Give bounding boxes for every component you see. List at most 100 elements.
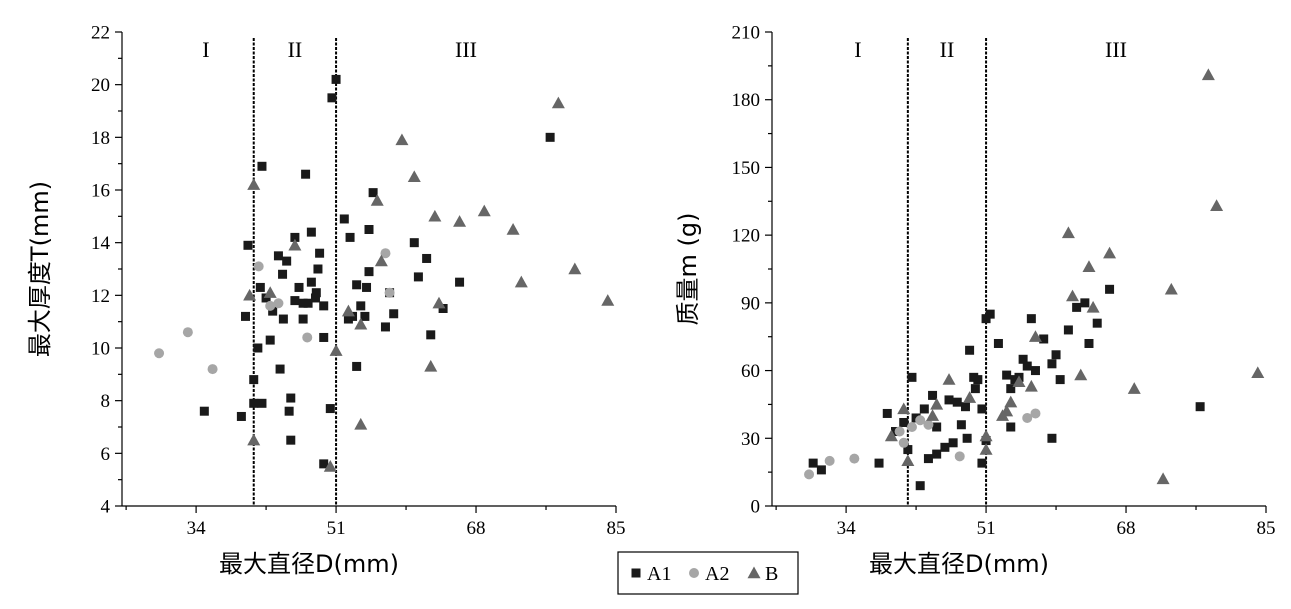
point-b [1164, 282, 1178, 295]
point-b [1028, 330, 1042, 342]
point-b [247, 433, 261, 446]
point-a2 [182, 327, 193, 338]
point-a2 [804, 469, 815, 480]
point-a1 [275, 364, 285, 374]
point-a1 [413, 272, 423, 282]
point-a1 [1051, 350, 1061, 360]
point-a1 [1006, 422, 1016, 432]
point-b [354, 417, 368, 430]
y-tick-label: 30 [741, 429, 760, 450]
point-a1 [278, 314, 288, 324]
series-b [884, 68, 1265, 485]
point-a1 [960, 402, 970, 412]
legend-box [617, 551, 799, 595]
point-a1 [899, 417, 909, 427]
point-a1 [993, 338, 1003, 348]
point-a1 [1072, 302, 1082, 312]
point-a1 [915, 481, 925, 491]
point-a1 [903, 445, 913, 455]
point-b [341, 304, 355, 317]
y-tick-label: 90 [741, 293, 760, 314]
point-a1 [965, 345, 975, 355]
point-a1 [1026, 314, 1036, 324]
point-a1 [1063, 325, 1073, 335]
point-a1 [940, 442, 950, 452]
point-a1 [928, 390, 938, 400]
point-a1 [327, 93, 337, 103]
point-a1 [438, 304, 448, 313]
point-b [901, 454, 915, 467]
point-a1 [319, 301, 329, 311]
x-tick-label: 34 [187, 518, 207, 539]
x-axis-title: 最大直径D(mm) [869, 550, 1049, 578]
legend: A1 A2 B [617, 551, 799, 595]
point-a1 [319, 332, 329, 342]
point-a1 [249, 375, 259, 385]
point-a2 [265, 300, 276, 311]
point-b [1012, 375, 1026, 388]
point-b [1086, 300, 1100, 313]
point-a1 [380, 322, 390, 332]
legend-marker-a2 [689, 568, 699, 578]
point-a1 [301, 169, 311, 179]
point-a1 [265, 335, 275, 345]
x-tick-label: 68 [1117, 518, 1136, 539]
point-a1 [1047, 359, 1057, 369]
point-b [963, 391, 977, 403]
y-tick-label: 22 [91, 23, 110, 44]
point-b [263, 286, 277, 298]
y-tick-label: 10 [91, 339, 110, 360]
point-a2 [273, 298, 284, 309]
point-a1 [362, 282, 372, 292]
y-tick-label: 4 [101, 497, 111, 518]
point-b [1066, 289, 1080, 302]
series-a1 [199, 74, 555, 469]
point-a1 [352, 361, 362, 371]
point-a1 [303, 298, 313, 308]
point-b [884, 429, 898, 442]
y-axis-title: 最大厚度T(mm) [26, 181, 54, 357]
point-a1 [977, 458, 987, 468]
point-a1 [1195, 402, 1205, 412]
point-a1 [1022, 361, 1032, 371]
x-axis-title: 最大直径D(mm) [219, 550, 399, 578]
series-a2 [804, 408, 1041, 480]
point-a1 [257, 161, 267, 171]
point-b [506, 223, 520, 235]
point-a2 [1030, 408, 1041, 419]
series-a2 [154, 248, 395, 375]
x-tick-label: 51 [977, 518, 996, 539]
point-a1 [944, 395, 954, 405]
point-b [329, 344, 343, 356]
point-b [428, 209, 442, 222]
legend-marker-b [747, 566, 761, 579]
point-a1 [1018, 354, 1028, 364]
point-a1 [1092, 318, 1102, 328]
point-b [374, 254, 388, 267]
point-b [1156, 472, 1170, 485]
point-a2 [898, 437, 909, 448]
point-a1 [409, 238, 419, 248]
series-a1 [808, 284, 1205, 491]
point-a1 [331, 74, 341, 84]
point-a1 [241, 311, 250, 321]
point-a1 [311, 288, 321, 298]
point-b [424, 359, 438, 372]
point-a1 [962, 433, 972, 443]
point-a1 [455, 277, 465, 287]
legend-label-b: B [765, 563, 778, 585]
point-a1 [364, 267, 374, 277]
point-a1 [808, 458, 818, 468]
point-a2 [1022, 412, 1033, 423]
point-b [1024, 379, 1038, 392]
x-tick-label: 68 [467, 518, 486, 539]
region-label-ii: II [288, 37, 303, 62]
point-a1 [1047, 433, 1057, 443]
y-tick-label: 16 [91, 181, 110, 202]
point-a1 [977, 404, 987, 414]
point-a1 [919, 404, 929, 414]
point-a2 [253, 261, 264, 272]
point-a1 [268, 306, 278, 316]
point-a1 [282, 256, 292, 266]
